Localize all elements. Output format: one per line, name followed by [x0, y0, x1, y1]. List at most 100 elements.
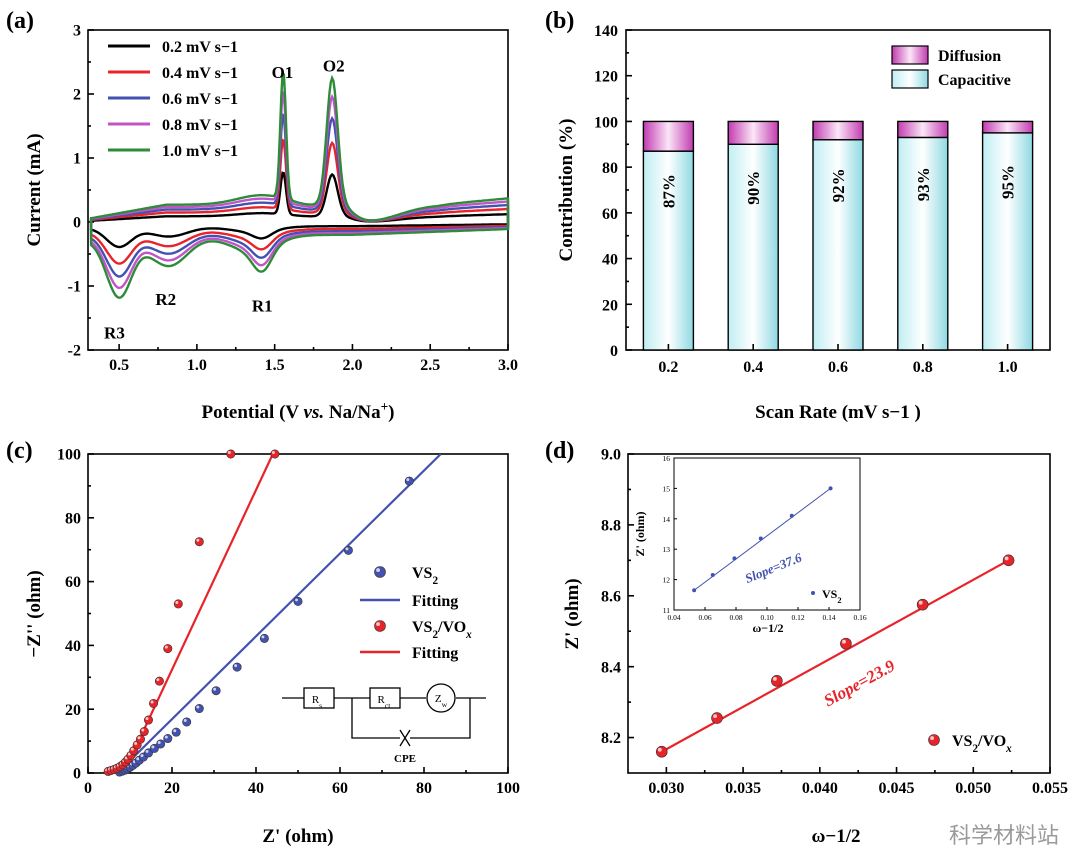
x-tick-label: 0.035	[725, 780, 761, 797]
y-tick-label: 8.2	[601, 730, 621, 747]
text-part: +	[381, 399, 389, 414]
data-point-highlight	[918, 600, 923, 605]
inset-data-point	[692, 588, 697, 593]
legend-swatch-b	[891, 45, 929, 65]
legend-label-a: 0.8 mV s−1	[162, 117, 238, 134]
inset-data-point	[828, 486, 833, 491]
x-tick-label: 0.050	[955, 780, 991, 797]
data-point-highlight	[376, 622, 381, 626]
bar-label: 93%	[914, 167, 933, 201]
y-tick-label: -2	[68, 343, 81, 360]
circuit-rs	[303, 687, 335, 709]
text-part: x	[465, 629, 472, 641]
data-point-highlight	[157, 741, 161, 744]
y-tick-label: 80	[65, 510, 81, 527]
legend-label-b: Diffusion	[938, 48, 1001, 65]
y-tick-label: 100	[594, 114, 618, 131]
data-point	[711, 712, 723, 724]
bar-label: 95%	[999, 165, 1018, 199]
data-point-highlight	[345, 547, 349, 551]
y-tick-label: 9.0	[601, 447, 621, 464]
inset-data-point	[789, 513, 794, 518]
x-tick-label: 2.5	[420, 357, 440, 374]
bar-capacitive	[727, 143, 779, 351]
data-point	[136, 734, 146, 744]
inset-frame	[673, 457, 861, 611]
text-part: x	[1005, 743, 1012, 755]
y-tick-label: 8.4	[601, 659, 621, 676]
data-point-highlight	[145, 717, 149, 721]
x-tick-label: 100	[496, 780, 520, 797]
inset-x-tick-label: 0.04	[667, 613, 680, 622]
circuit-rct-label: Rct	[378, 694, 392, 710]
text-part: VS	[822, 587, 838, 601]
data-point-highlight	[164, 645, 168, 649]
data-point-highlight	[930, 736, 934, 740]
inset-x-tick-label: 0.16	[853, 613, 866, 622]
y-tick-label: 20	[602, 297, 618, 314]
x-tick-label: 0.2	[658, 359, 678, 376]
panel-label-d: (d)	[545, 438, 574, 464]
data-point	[226, 449, 236, 459]
fit-line-1	[122, 454, 274, 773]
text-part: /VO	[437, 619, 466, 636]
data-point	[194, 704, 204, 714]
y-tick-label: 0	[73, 215, 81, 232]
data-point-highlight	[134, 741, 138, 745]
cv-curve-4	[89, 70, 510, 299]
inset-x-tick-label: 0.06	[698, 613, 711, 622]
bar-diffusion	[812, 120, 864, 141]
bar-label: 90%	[744, 171, 763, 205]
legend-label-a: 1.0 mV s−1	[162, 143, 238, 160]
y-tick-label: 60	[602, 206, 618, 223]
bar-capacitive	[897, 136, 949, 351]
data-point-highlight	[150, 700, 154, 704]
text-part: w	[442, 700, 448, 709]
legend-label-a: 0.4 mV s−1	[162, 65, 238, 82]
x-tick-label: 0.8	[913, 359, 933, 376]
y-tick-label: 2	[73, 87, 81, 104]
y-tick-label: -1	[68, 279, 81, 296]
data-point-highlight	[227, 451, 231, 454]
inset-y-tick-label: 14	[663, 515, 671, 524]
data-point	[1002, 554, 1015, 567]
data-point	[374, 620, 386, 632]
data-point	[293, 596, 303, 606]
data-point	[840, 637, 852, 650]
data-point-highlight	[173, 729, 177, 733]
bar-label: 92%	[829, 168, 848, 202]
x-axis-label-a: Potential (V vs. Na/Na+)	[202, 399, 395, 424]
peak-label: O2	[323, 57, 345, 76]
data-point-highlight	[376, 568, 381, 572]
panel-label-c: (c)	[6, 438, 33, 464]
data-point	[163, 734, 173, 744]
bar-diffusion	[642, 120, 695, 152]
data-point	[374, 566, 386, 578]
bar-diffusion	[897, 120, 949, 139]
data-point-highlight	[713, 714, 718, 719]
data-point	[655, 745, 668, 758]
x-tick-label: 0.030	[648, 780, 684, 797]
data-point-highlight	[1004, 556, 1009, 561]
data-point-highlight	[136, 757, 140, 761]
x-tick-label: 60	[332, 780, 348, 797]
peak-label: R3	[104, 323, 125, 342]
data-point	[156, 739, 166, 749]
x-tick-label: 0.6	[828, 359, 848, 376]
text-part: 2	[432, 575, 438, 587]
data-point	[149, 698, 159, 708]
y-tick-label: 80	[602, 160, 618, 177]
data-point-highlight	[196, 705, 200, 709]
data-point-highlight	[773, 676, 777, 681]
inset-x-label: ω−1/2	[753, 621, 784, 635]
panel-label-b: (b)	[545, 8, 574, 34]
text-part: /VO	[977, 733, 1006, 750]
data-point-highlight	[140, 754, 144, 758]
x-tick-label: 0.4	[743, 359, 763, 376]
data-point	[143, 715, 153, 725]
data-point	[182, 717, 192, 727]
inset-x-tick-label: 0.10	[760, 613, 773, 622]
y-tick-label: 60	[65, 574, 81, 591]
text-part: Na/Na	[324, 402, 381, 423]
peak-label: R1	[252, 297, 273, 316]
